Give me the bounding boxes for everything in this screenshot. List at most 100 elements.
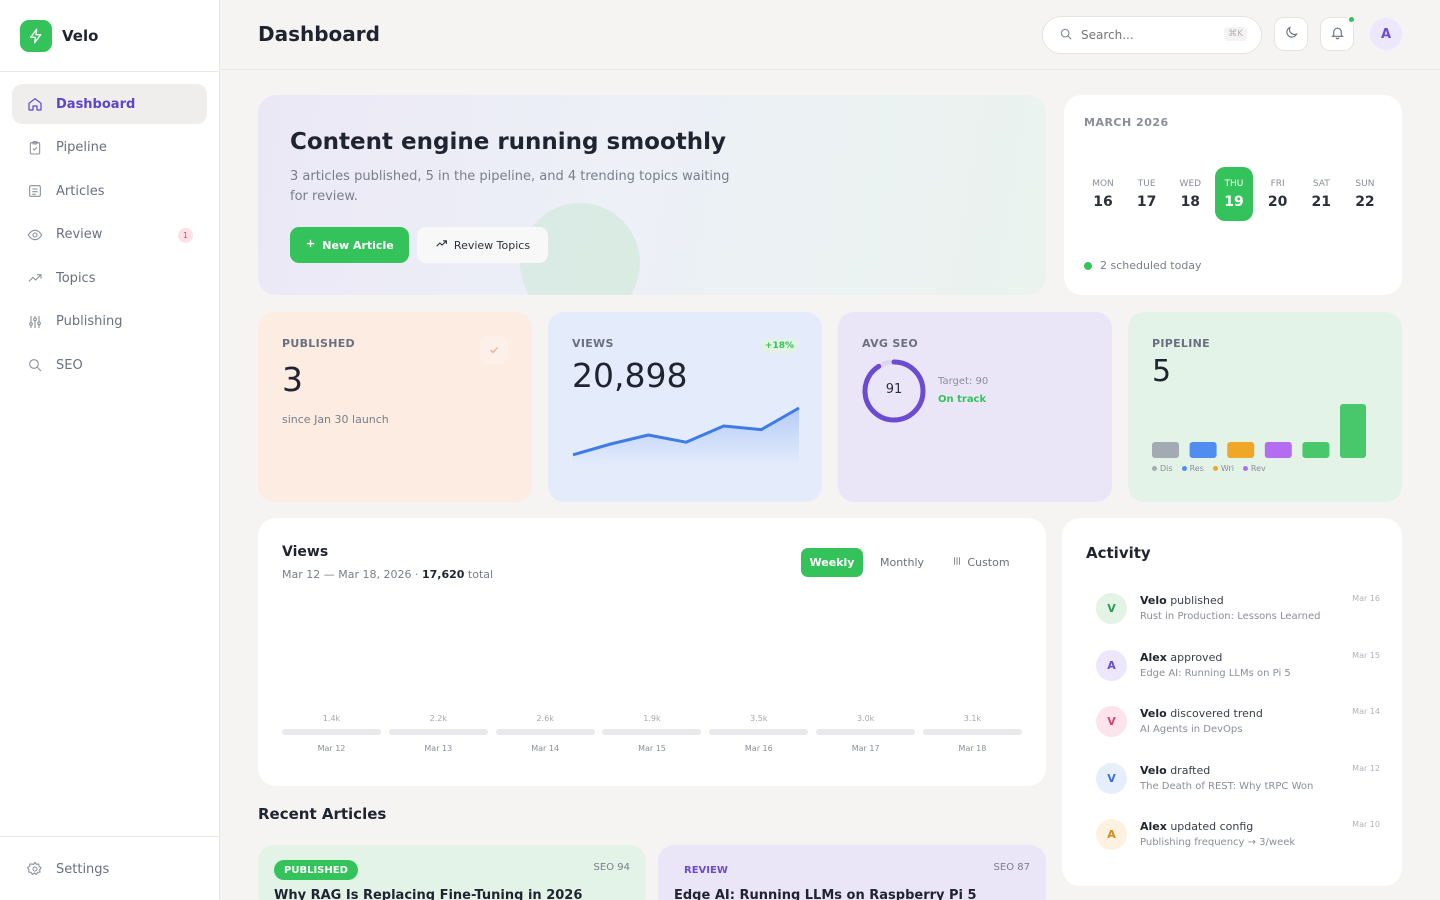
search-icon [26,356,44,374]
seo-target: Target: 90 [938,376,989,387]
sidebar-item-label: Dashboard [56,96,136,112]
legend-item: Rev [1242,464,1266,473]
seo-status: On track [938,394,987,405]
legend-label: Wri [1220,464,1234,473]
tab-monthly[interactable]: Monthly [879,556,925,569]
bolt-icon [20,19,52,52]
bar-column[interactable]: 2.6k Mar 14 [495,714,595,753]
day-of-week: WED [1179,178,1202,189]
bar-date: Mar 15 [638,744,666,753]
review-topics-button[interactable]: Review Topics [417,227,548,263]
calendar-day[interactable]: SUN 22 [1346,167,1384,221]
tab-custom[interactable]: Custom [941,548,1021,577]
activity-date: Mar 10 [1352,820,1380,829]
bar-date: Mar 14 [531,744,560,753]
bar-column[interactable]: 3.1k Mar 18 [922,714,1022,753]
activity-item[interactable]: A Alex approved Edge AI: Running LLMs on… [1096,647,1380,704]
sidebar-item-publishing[interactable]: Publishing [12,302,207,342]
day-number: 22 [1355,193,1375,210]
day-of-week: SUN [1355,178,1375,189]
legend-dot [1181,466,1187,471]
activity-item[interactable]: V Velo drafted The Death of REST: Why tR… [1096,760,1380,817]
legend-label: Dis [1160,464,1173,473]
views-chart-subtitle: Mar 12 — Mar 18, 2026 · 17,620 total [282,568,493,581]
legend-label: Res [1189,464,1204,473]
bar-value: 3.1k [963,714,982,723]
activity-avatar: V [1096,706,1127,737]
bar-track [602,729,702,735]
legend-dot [1242,466,1248,471]
eye-icon [26,226,44,244]
trending-icon [435,237,448,253]
clipboard-icon [26,139,44,157]
bar-track [388,729,488,735]
sidebar-item-topics[interactable]: Topics [12,258,207,298]
day-number: 18 [1180,193,1201,210]
sidebar-item-label: Review [56,227,103,242]
seo-ring-progress [862,359,926,423]
activity-actor: Alex [1140,650,1167,664]
search-input[interactable] [1081,28,1211,42]
sidebar-item-review[interactable]: Review 1 [12,215,207,255]
views-total: 17,620 [421,568,465,581]
views-sparkline [572,406,800,466]
bar-column[interactable]: 3.0k Mar 17 [816,714,916,753]
legend-dot [1152,466,1157,471]
trend-badge: +18% [760,339,798,353]
sidebar-item-seo[interactable]: SEO [12,345,207,385]
calendar-day[interactable]: FRI 20 [1259,167,1297,221]
brand[interactable]: Velo [0,0,219,72]
activity-item[interactable]: V Velo published Rust in Production: Les… [1096,590,1380,647]
activity-avatar: A [1096,819,1127,850]
search-box[interactable]: ⌘K [1042,16,1262,54]
stat-value: 20,898 [572,356,688,395]
activity-action: published [1166,594,1224,607]
bar-column[interactable]: 3.5k Mar 16 [709,714,809,753]
bar-date: Mar 16 [744,744,773,753]
sidebar-item-settings[interactable]: Settings [12,849,207,889]
bar-date: Mar 13 [424,744,453,753]
sidebar-item-articles[interactable]: Articles [12,171,207,211]
stat-card-pipeline[interactable]: PIPELINE 5 Dis Res Wri Rev [1128,312,1402,502]
activity-headline: Velo drafted [1140,764,1210,777]
day-of-week: THU [1224,178,1244,189]
activity-action: drafted [1166,763,1211,777]
stat-card-seo[interactable]: AVG SEO 91 Target: 90 On track [838,312,1112,502]
sidebar-item-pipeline[interactable]: Pipeline [12,128,207,168]
activity-headline: Alex updated config [1140,820,1253,833]
legend-label: Rev [1250,464,1266,473]
theme-toggle-button[interactable] [1274,17,1308,51]
calendar-day[interactable]: TUE 17 [1128,167,1166,221]
activity-title: Activity [1086,544,1151,562]
stat-label: PUBLISHED [282,337,355,350]
notifications-button[interactable] [1320,15,1356,51]
tab-weekly[interactable]: Weekly [801,548,863,577]
bar-column[interactable]: 1.9k Mar 15 [602,714,702,753]
stat-card-published[interactable]: PUBLISHED 3 since Jan 30 launch [258,312,532,502]
search-icon [1059,26,1073,45]
bar-column[interactable]: 1.4k Mar 12 [282,714,381,753]
day-of-week: SAT [1312,178,1330,189]
calendar-day[interactable]: MON 16 [1084,167,1122,221]
activity-avatar: V [1096,593,1127,624]
calendar-day[interactable]: SAT 21 [1302,167,1340,221]
views-bars: 1.4k Mar 12 2.2k Mar 13 2.6k Mar 14 1.9k Mar… [282,714,1022,753]
calendar-day[interactable]: WED 18 [1171,167,1209,221]
bar-column[interactable]: 2.2k Mar 13 [388,714,488,753]
scheduled-note: 2 scheduled today [1084,259,1202,272]
activity-detail: AI Agents in DevOps [1140,724,1243,735]
user-avatar[interactable]: A [1370,18,1402,50]
legend-item: Res [1181,464,1204,473]
stat-card-views[interactable]: VIEWS +18% 20,898 [548,312,822,502]
article-card[interactable]: REVIEW SEO 87 Edge AI: Running LLMs on R… [658,845,1046,900]
sidebar-item-dashboard[interactable]: Dashboard [12,84,207,124]
article-card[interactable]: PUBLISHED SEO 94 Why RAG Is Replacing Fi… [258,845,646,900]
activity-item[interactable]: A Alex updated config Publishing frequen… [1096,816,1380,873]
activity-panel: Activity V Velo published Rust in Produc… [1062,518,1402,886]
activity-item[interactable]: V Velo discovered trend AI Agents in Dev… [1096,703,1380,760]
activity-detail: The Death of REST: Why tRPC Won [1140,780,1314,792]
hero-title: Content engine running smoothly [290,129,727,155]
sidebar-bottom: Settings [0,836,219,900]
calendar-day-today[interactable]: THU 19 [1214,167,1253,221]
new-article-button[interactable]: New Article [290,227,409,263]
